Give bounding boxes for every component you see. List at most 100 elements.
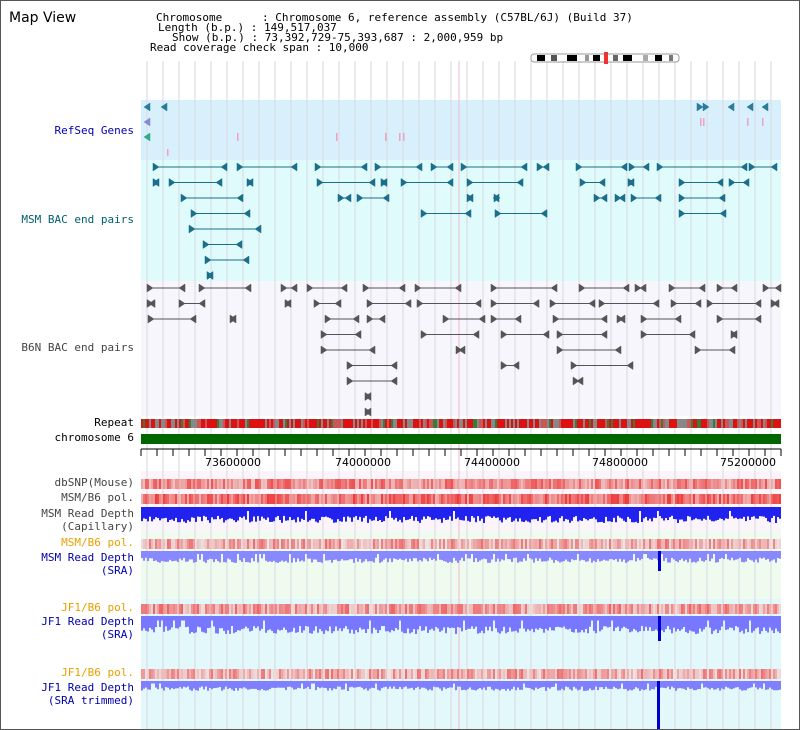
jf1-sra-depth-bar xyxy=(449,616,451,629)
repeat-segment xyxy=(323,419,325,428)
track-label-jf1-depth-trim-1[interactable]: JF1 Read Depth xyxy=(41,681,134,694)
repeat-segment xyxy=(335,419,337,428)
jf1-sra-depth-bar xyxy=(641,616,643,626)
track-label-msm-b6-pol[interactable]: MSM/B6 pol. xyxy=(61,491,134,504)
jf1-trim-depth-bar xyxy=(409,681,411,689)
jf1-b6-pol-cell xyxy=(379,604,381,614)
msm-cap-depth-bar xyxy=(613,507,615,518)
msm-cap-depth-bar xyxy=(235,507,237,523)
track-label-dbsnp[interactable]: dbSNP(Mouse) xyxy=(54,476,134,489)
jf1-b6-pol-cell xyxy=(175,604,177,614)
jf1-b6-pol-cell xyxy=(251,604,253,614)
bac-end-arrow-icon xyxy=(654,193,662,203)
jf1-trim-depth-bar xyxy=(441,681,443,691)
dbsnp-cell xyxy=(571,479,573,489)
msm-cap-depth-bar xyxy=(179,507,181,523)
jf1-trim-depth-bar xyxy=(739,681,741,690)
msm-sra-depth-bar xyxy=(739,551,741,558)
track-label-chromosome[interactable]: chromosome 6 xyxy=(54,431,134,444)
msm-b6-pol-2-cell xyxy=(665,539,667,549)
jf1-b6-pol-cell xyxy=(709,604,711,614)
msm-b6-pol-2-cell xyxy=(351,539,353,549)
msm-sra-depth-bar xyxy=(541,551,543,562)
jf1-b6-pol-2-cell xyxy=(347,669,349,679)
msm-b6-pol-cell xyxy=(559,494,561,504)
track-label-b6n-bac[interactable]: B6N BAC end pairs xyxy=(21,341,134,354)
msm-b6-pol-cell xyxy=(305,494,307,504)
msm-b6-pol-cell xyxy=(471,494,473,504)
msm-b6-pol-2-cell xyxy=(677,539,679,549)
jf1-sra-depth-bar xyxy=(737,616,739,628)
msm-sra-depth-bar xyxy=(311,551,313,563)
jf1-b6-pol-cell xyxy=(319,604,321,614)
msm-sra-depth-bar xyxy=(491,551,493,560)
msm-cap-depth-bar xyxy=(313,507,315,519)
track-label-jf1-b6-pol-2[interactable]: JF1/B6 pol. xyxy=(61,666,134,679)
msm-sra-depth-bar xyxy=(749,551,751,560)
msm-cap-depth-bar xyxy=(717,507,719,520)
msm-cap-depth-bar xyxy=(481,507,483,519)
jf1-trim-depth-bar xyxy=(319,681,321,689)
bac-end-arrow-icon xyxy=(220,162,228,172)
track-label-refseq[interactable]: RefSeq Genes xyxy=(54,124,134,137)
jf1-b6-pol-cell xyxy=(569,604,571,614)
jf1-b6-pol-cell xyxy=(257,604,259,614)
msm-sra-depth-bar xyxy=(285,551,287,561)
msm-sra-depth-bar xyxy=(147,551,149,562)
msm-b6-pol-2-cell xyxy=(263,539,265,549)
track-label-jf1-b6-pol[interactable]: JF1/B6 pol. xyxy=(61,601,134,614)
jf1-trim-depth-bar xyxy=(169,681,171,690)
jf1-b6-pol-2-cell xyxy=(601,669,603,679)
jf1-sra-depth-bar xyxy=(375,616,377,630)
msm-sra-depth-bar xyxy=(717,551,719,563)
track-label-msm-depth-cap-1[interactable]: MSM Read Depth xyxy=(41,507,134,520)
track-label-msm-b6-pol-2[interactable]: MSM/B6 pol. xyxy=(61,536,134,549)
track-label-jf1-depth-sra-1[interactable]: JF1 Read Depth xyxy=(41,615,134,628)
jf1-trim-depth-bar xyxy=(513,681,515,687)
jf1-b6-pol-cell xyxy=(315,604,317,614)
dbsnp-cell xyxy=(145,479,147,489)
repeat-segment xyxy=(619,419,621,428)
msm-b6-pol-2-cell xyxy=(281,539,283,549)
jf1-sra-depth-bar xyxy=(675,616,677,632)
jf1-b6-pol-2-cell xyxy=(559,669,561,679)
msm-sra-depth-bar xyxy=(505,551,507,554)
jf1-b6-pol-cell xyxy=(151,604,153,614)
msm-sra-depth-bar xyxy=(367,551,369,562)
repeat-segment xyxy=(489,419,491,428)
msm-b6-pol-2-cell xyxy=(287,539,289,549)
msm-sra-depth-bar xyxy=(533,551,535,563)
dbsnp-cell xyxy=(655,479,657,489)
jf1-sra-depth-bar xyxy=(309,616,311,634)
jf1-sra-depth-bar xyxy=(555,616,557,628)
msm-b6-pol-2-cell xyxy=(571,539,573,549)
track-label-msm-depth-sra-1[interactable]: MSM Read Depth xyxy=(41,551,134,564)
dbsnp-cell xyxy=(567,479,569,489)
msm-b6-pol-cell xyxy=(631,494,633,504)
dbsnp-cell xyxy=(201,479,203,489)
msm-sra-depth-bar xyxy=(431,551,433,561)
jf1-b6-pol-2-cell xyxy=(341,669,343,679)
jf1-b6-pol-2-cell xyxy=(311,669,313,679)
jf1-b6-pol-cell xyxy=(165,604,167,614)
jf1-trim-depth-bar xyxy=(181,681,183,689)
msm-sra-depth-bar xyxy=(677,551,679,563)
track-label-msm-bac[interactable]: MSM BAC end pairs xyxy=(21,213,134,226)
repeat-segment xyxy=(279,419,281,428)
msm-sra-depth-bar xyxy=(525,551,527,561)
repeat-segment xyxy=(767,419,769,428)
jf1-b6-pol-2-cell xyxy=(333,669,335,679)
jf1-b6-pol-2-cell xyxy=(359,669,361,679)
dbsnp-cell xyxy=(753,479,755,489)
track-label-repeat[interactable]: Repeat xyxy=(94,416,134,429)
msm-b6-pol-2-cell xyxy=(257,539,259,549)
repeat-segment xyxy=(487,419,489,428)
jf1-b6-pol-cell xyxy=(579,604,581,614)
msm-b6-pol-2-cell xyxy=(779,539,781,549)
jf1-trim-depth-bar xyxy=(499,681,501,691)
jf1-sra-depth-bar xyxy=(243,616,245,629)
bac-end-arrow-icon xyxy=(168,178,176,187)
repeat-segment xyxy=(673,419,675,428)
repeat-segment xyxy=(445,419,447,428)
